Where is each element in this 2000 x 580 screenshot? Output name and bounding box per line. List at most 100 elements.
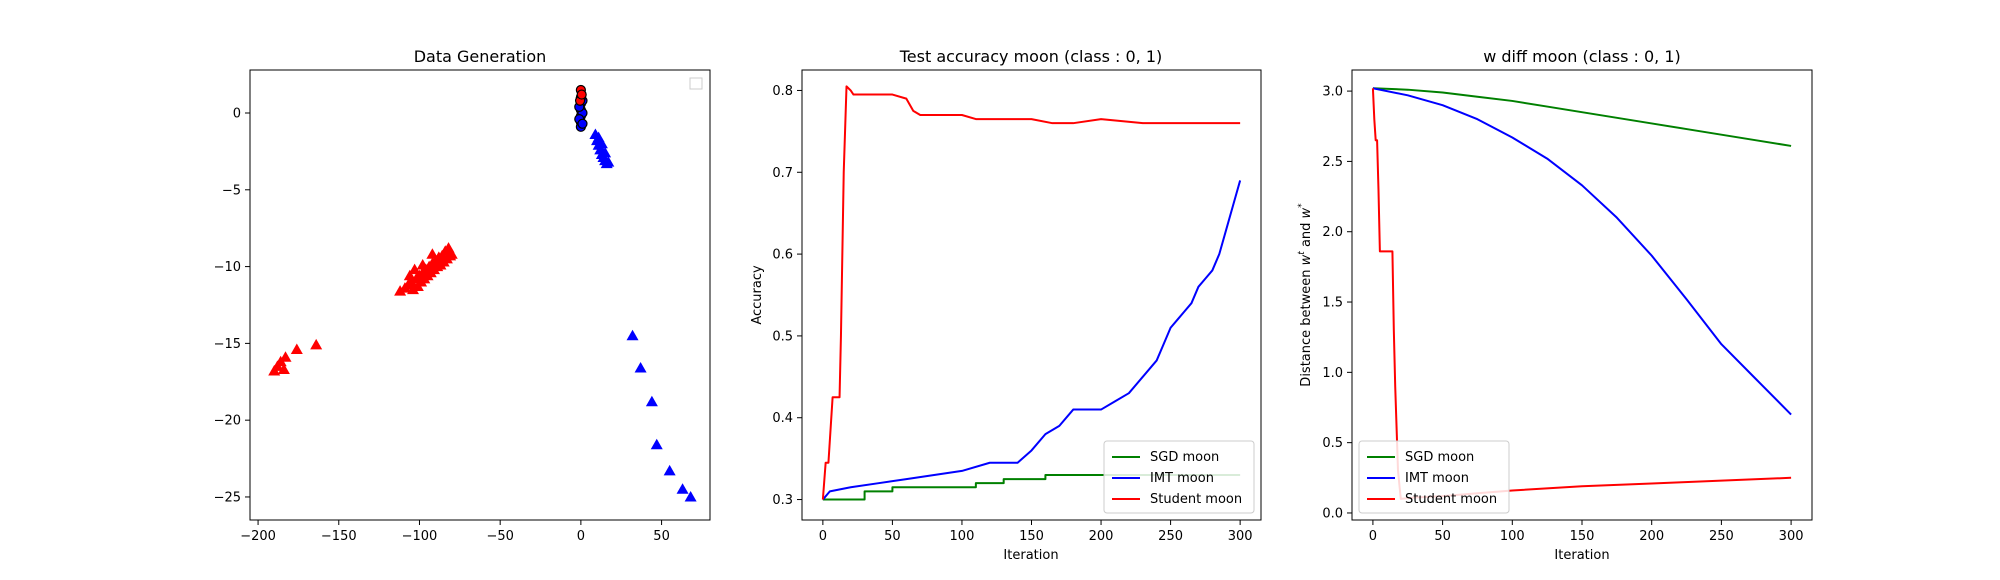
scatter-point-triangle (650, 438, 663, 450)
w-diff-ytick-label: 3.0 (1322, 85, 1343, 100)
w-diff-plot (1371, 87, 1792, 500)
test-accuracy-line-imt (822, 180, 1242, 501)
test-accuracy-xtick-label: 100 (950, 529, 975, 544)
scatter-point-triangle (445, 248, 458, 259)
test-accuracy-plot (821, 85, 1242, 501)
w-diff-ylabel-part-5: w (1299, 207, 1314, 218)
w-diff-ylabel-part-3: t (1297, 251, 1307, 255)
test-accuracy-xtick-label: 150 (1019, 529, 1044, 544)
scatter-point-triangle (426, 248, 439, 259)
w-diff-title: w diff moon (class : 0, 1) (1483, 47, 1681, 66)
data-generation-xtick-label: −150 (321, 529, 357, 544)
scatter-point-triangle (405, 275, 418, 287)
test-accuracy-panel: Test accuracy moon (class : 0, 1) Iterat… (750, 47, 1262, 563)
data-generation-axes-frame (249, 69, 711, 521)
w-diff-panel: w diff moon (class : 0, 1) Iteration Dis… (1297, 47, 1813, 563)
w-diff-line-imt (1372, 87, 1792, 416)
w-diff-legend: SGD moon IMT moon Student moon (1358, 440, 1510, 514)
test-accuracy-xtick-label: 250 (1158, 529, 1183, 544)
scatter-point-triangle (626, 329, 639, 341)
scatter-point-triangle (394, 285, 407, 296)
w-diff-ytick-label: 2.0 (1322, 225, 1343, 240)
data-generation-ytick-label: −15 (214, 337, 241, 352)
w-diff-ylabel: Distance between wt and w* (1297, 203, 1314, 387)
test-accuracy-xtick-label: 200 (1089, 529, 1114, 544)
legend-label-student: Student moon (1405, 492, 1497, 507)
data-generation-ytick-label: −25 (214, 490, 241, 505)
legend-label-sgd: SGD moon (1405, 450, 1474, 465)
test-accuracy-xtick-label: 0 (819, 529, 827, 544)
w-diff-ylabel-part-2: w (1299, 254, 1314, 265)
scatter-point-triangle (676, 483, 689, 494)
w-diff-xtick-label: 150 (1570, 529, 1595, 544)
scatter-point-triangle (403, 269, 416, 281)
data-generation-xtick-label: −100 (402, 529, 438, 544)
data-generation-xtick-label: −200 (240, 529, 276, 544)
w-diff-xtick-label: 0 (1369, 529, 1377, 544)
w-diff-xtick-label: 50 (1434, 529, 1451, 544)
test-accuracy-line-sgd (822, 474, 1241, 501)
data-generation-ytick-label: −5 (222, 183, 241, 198)
w-diff-ylabel-part-4: and (1299, 218, 1314, 251)
scatter-point-triangle (595, 137, 608, 149)
w-diff-ytick-label: 0.0 (1322, 506, 1343, 521)
legend-label-sgd: SGD moon (1150, 450, 1219, 465)
test-accuracy-legend: SGD moon IMT moon Student moon (1103, 440, 1255, 514)
test-accuracy-xlabel: Iteration (1003, 548, 1058, 563)
w-diff-ytick-label: 1.5 (1322, 296, 1343, 311)
test-accuracy-ylabel: Accuracy (750, 265, 765, 325)
scatter-point-triangle (684, 490, 697, 502)
test-accuracy-ytick-label: 0.7 (772, 166, 793, 181)
w-diff-ytick-label: 0.5 (1322, 436, 1343, 451)
test-accuracy-line-student (821, 85, 1241, 500)
legend-label-imt: IMT moon (1405, 471, 1469, 486)
w-diff-ylabel-part-1: Distance between (1299, 265, 1314, 386)
scatter-point-circle (577, 118, 588, 129)
w-diff-legend-box (1358, 440, 1510, 514)
test-accuracy-title: Test accuracy moon (class : 0, 1) (899, 47, 1163, 66)
scatter-point-triangle (408, 263, 421, 275)
test-accuracy-xtick-label: 50 (884, 529, 901, 544)
legend-label-imt: IMT moon (1150, 471, 1214, 486)
w-diff-ylabel-part-6: * (1297, 203, 1307, 208)
data-generation-ytick-label: −20 (214, 414, 241, 429)
w-diff-line-sgd (1372, 87, 1792, 147)
w-diff-xtick-label: 200 (1639, 529, 1664, 544)
data-generation-ytick-label: 0 (233, 107, 241, 122)
test-accuracy-ytick-label: 0.3 (772, 493, 793, 508)
data-generation-xtick-label: −50 (486, 529, 513, 544)
data-generation-xtick-label: 0 (577, 529, 585, 544)
w-diff-line-student (1371, 88, 1792, 500)
scatter-point-circle (576, 89, 587, 100)
w-diff-xlabel: Iteration (1554, 548, 1609, 563)
scatter-point-triangle (592, 131, 605, 143)
legend-label-student: Student moon (1150, 492, 1242, 507)
data-generation-ytick-label: −10 (214, 260, 241, 275)
scatter-point-triangle (407, 283, 420, 295)
w-diff-xtick-label: 300 (1779, 529, 1804, 544)
scatter-point-triangle (645, 395, 658, 407)
test-accuracy-xtick-label: 300 (1228, 529, 1253, 544)
data-generation-xtick-label: 50 (653, 529, 670, 544)
w-diff-ytick-label: 2.5 (1322, 155, 1343, 170)
test-accuracy-ytick-label: 0.5 (772, 329, 793, 344)
scatter-point-triangle (416, 259, 429, 270)
scatter-point-triangle (310, 338, 323, 350)
w-diff-xtick-label: 250 (1709, 529, 1734, 544)
w-diff-ytick-label: 1.0 (1322, 366, 1343, 381)
scatter-point-triangle (277, 363, 290, 374)
w-diff-xtick-label: 100 (1500, 529, 1525, 544)
scatter-point-triangle (279, 351, 292, 362)
test-accuracy-ytick-label: 0.6 (772, 248, 793, 263)
empty-legend-box (689, 77, 703, 90)
scatter-point-triangle (634, 361, 647, 373)
data-generation-panel: Data Generation −200 −150 −100 −50 0 50−25−20… (214, 47, 711, 544)
scatter-point-triangle (599, 146, 612, 158)
scatter-point-triangle (290, 343, 303, 355)
test-accuracy-ytick-label: 0.4 (772, 411, 793, 426)
test-accuracy-legend-box (1103, 440, 1255, 514)
scatter-point-triangle (602, 156, 615, 167)
test-accuracy-ytick-label: 0.8 (772, 84, 793, 99)
scatter-point-triangle (663, 464, 676, 476)
